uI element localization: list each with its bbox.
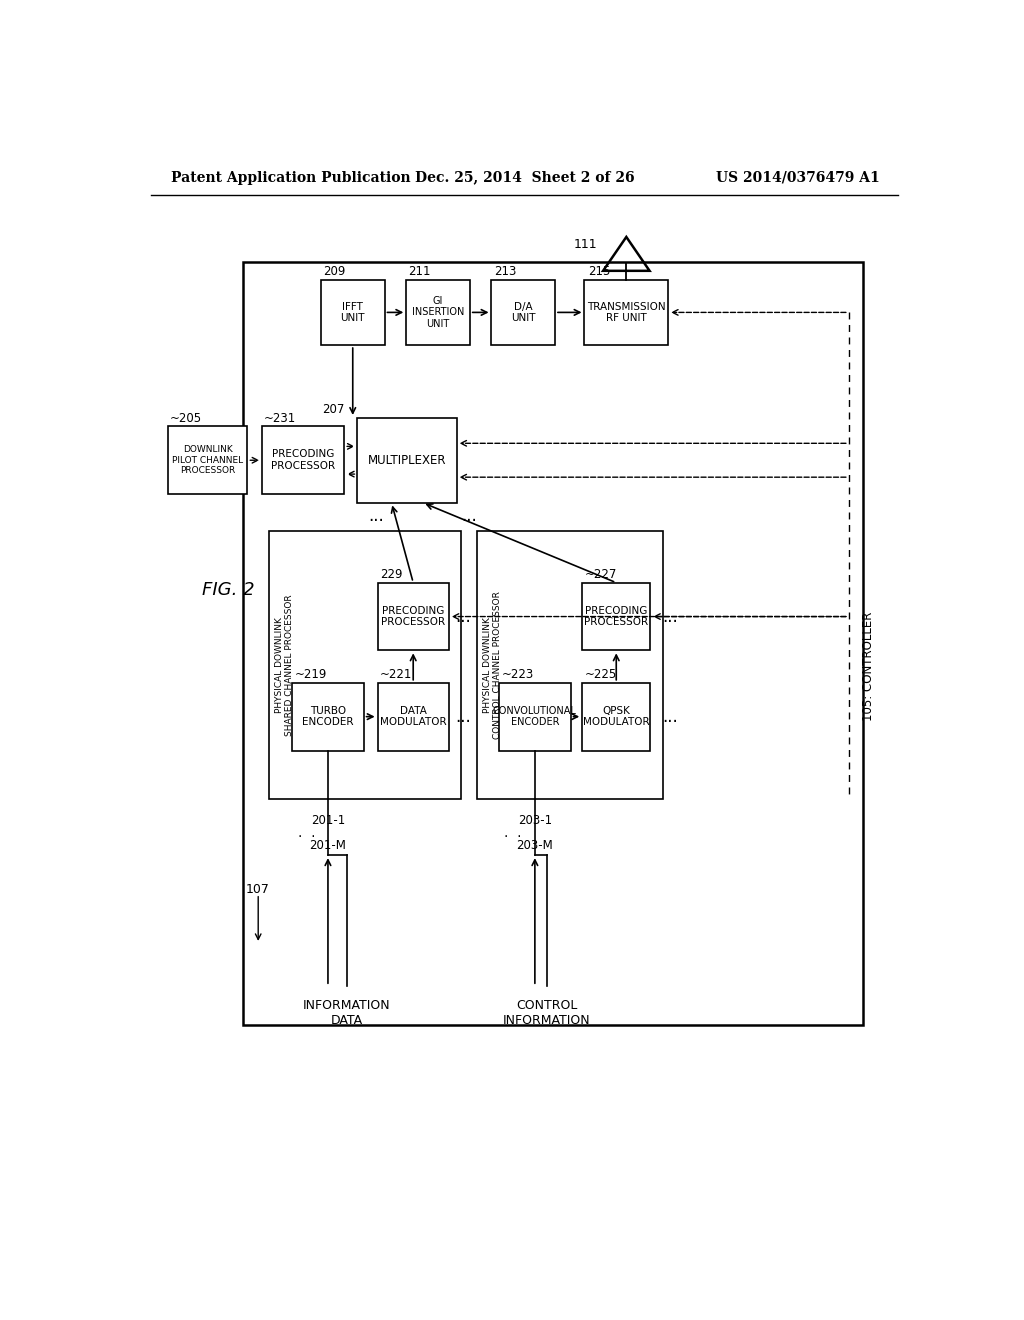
Text: CONTROL
INFORMATION: CONTROL INFORMATION <box>503 999 590 1027</box>
Text: ~225: ~225 <box>585 668 616 681</box>
Text: Dec. 25, 2014  Sheet 2 of 26: Dec. 25, 2014 Sheet 2 of 26 <box>415 170 635 185</box>
Text: PHYSICAL DOWNLINK
CONTROL CHANNEL PROCESSOR: PHYSICAL DOWNLINK CONTROL CHANNEL PROCES… <box>482 591 502 739</box>
Bar <box>585 280 669 345</box>
Text: 201-1: 201-1 <box>311 814 345 828</box>
Bar <box>477 531 663 799</box>
Text: 107: 107 <box>246 883 269 896</box>
Text: CONVOLUTIONAL
ENCODER: CONVOLUTIONAL ENCODER <box>493 706 577 727</box>
Text: ~227: ~227 <box>585 568 616 581</box>
Text: PRECODING
PROCESSOR: PRECODING PROCESSOR <box>584 606 648 627</box>
Bar <box>243 263 862 1024</box>
Text: 207: 207 <box>323 404 345 416</box>
Bar <box>321 280 385 345</box>
Text: D/A
UNIT: D/A UNIT <box>511 301 536 323</box>
Text: 209: 209 <box>324 265 346 279</box>
Text: 229: 229 <box>380 568 402 581</box>
Text: FIG. 2: FIG. 2 <box>202 581 254 598</box>
Text: ...: ... <box>663 708 678 726</box>
Text: 105: CONTROLLER: 105: CONTROLLER <box>861 612 874 721</box>
Text: 211: 211 <box>409 265 431 279</box>
Text: ...: ... <box>456 708 471 726</box>
Text: US 2014/0376479 A1: US 2014/0376479 A1 <box>716 170 880 185</box>
Bar <box>583 582 650 651</box>
Bar <box>378 582 449 651</box>
Text: .  .: . . <box>505 826 522 840</box>
Bar <box>262 426 344 494</box>
Text: 203-1: 203-1 <box>518 814 552 828</box>
Text: 215: 215 <box>589 265 610 279</box>
Text: ...: ... <box>461 507 477 525</box>
Text: ...: ... <box>368 507 384 525</box>
Text: ...: ... <box>456 607 471 626</box>
Text: ...: ... <box>663 607 678 626</box>
Text: ~219: ~219 <box>295 668 327 681</box>
Text: 111: 111 <box>573 238 597 251</box>
Bar <box>407 280 470 345</box>
Text: MULTIPLEXER: MULTIPLEXER <box>368 454 446 467</box>
Text: ~231: ~231 <box>263 412 296 425</box>
Bar <box>292 682 364 751</box>
Text: 203-M: 203-M <box>516 838 553 851</box>
Text: .  .: . . <box>298 826 315 840</box>
Text: PRECODING
PROCESSOR: PRECODING PROCESSOR <box>381 606 445 627</box>
Text: ~221: ~221 <box>380 668 413 681</box>
Bar <box>500 682 570 751</box>
Text: TRANSMISSION
RF UNIT: TRANSMISSION RF UNIT <box>587 301 666 323</box>
Text: ~223: ~223 <box>502 668 534 681</box>
Text: 201-M: 201-M <box>309 838 346 851</box>
Text: PHYSICAL DOWNLINK
SHARED CHANNEL PROCESSOR: PHYSICAL DOWNLINK SHARED CHANNEL PROCESS… <box>274 594 294 735</box>
Bar <box>492 280 555 345</box>
Text: ~205: ~205 <box>170 412 202 425</box>
Text: TURBO
ENCODER: TURBO ENCODER <box>302 706 353 727</box>
Text: Patent Application Publication: Patent Application Publication <box>171 170 411 185</box>
Text: PRECODING
PROCESSOR: PRECODING PROCESSOR <box>271 449 335 471</box>
Text: IFFT
UNIT: IFFT UNIT <box>341 301 365 323</box>
Bar <box>583 682 650 751</box>
Text: 213: 213 <box>494 265 516 279</box>
Text: DOWNLINK
PILOT CHANNEL
PROCESSOR: DOWNLINK PILOT CHANNEL PROCESSOR <box>172 445 244 475</box>
Bar <box>378 682 449 751</box>
Text: QPSK
MODULATOR: QPSK MODULATOR <box>583 706 649 727</box>
Bar <box>269 531 461 799</box>
Text: INFORMATION
DATA: INFORMATION DATA <box>303 999 390 1027</box>
Text: DATA
MODULATOR: DATA MODULATOR <box>380 706 446 727</box>
Bar <box>168 426 248 494</box>
Bar <box>357 418 457 503</box>
Text: GI
INSERTION
UNIT: GI INSERTION UNIT <box>412 296 464 329</box>
